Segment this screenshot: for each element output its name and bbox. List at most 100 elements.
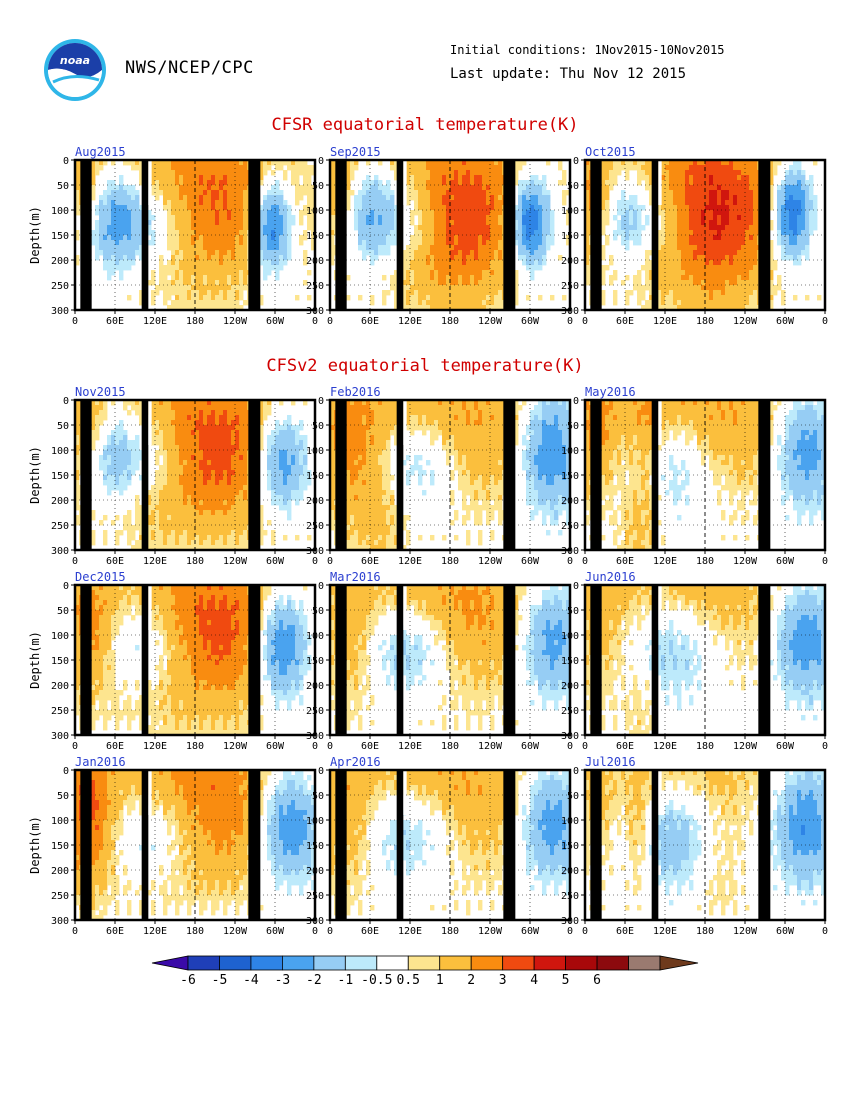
heatmap-cell [693, 215, 698, 221]
heatmap-cell [442, 165, 447, 171]
heatmap-cell [410, 170, 415, 176]
heatmap-cell [135, 250, 140, 256]
heatmap-cell [103, 200, 108, 206]
heatmap-cell [601, 270, 606, 276]
heatmap-cell [410, 275, 415, 281]
heatmap-cell [123, 200, 128, 206]
heatmap-cell [737, 300, 742, 306]
heatmap-cell [741, 235, 746, 241]
heatmap-cell [223, 220, 228, 226]
heatmap-cell [741, 295, 746, 301]
heatmap-cell [805, 210, 810, 216]
heatmap-cell [673, 260, 678, 266]
cfsv2-section-title: CFSv2 equatorial temperature(K) [266, 356, 584, 376]
heatmap-cell [430, 180, 435, 186]
heatmap-cell [155, 525, 160, 531]
heatmap-cell [227, 540, 232, 546]
heatmap-cell [267, 245, 272, 251]
heatmap-cell [442, 200, 447, 206]
heatmap-cell [183, 460, 188, 466]
heatmap-cell [239, 405, 244, 411]
heatmap-cell [171, 305, 176, 311]
heatmap-cell [426, 265, 431, 271]
heatmap-cell [239, 420, 244, 426]
heatmap-cell [211, 475, 216, 481]
heatmap-cell [422, 225, 427, 231]
heatmap-cell [139, 160, 144, 166]
heatmap-cell [558, 255, 563, 261]
heatmap-cell [530, 275, 535, 281]
heatmap-cell [171, 505, 176, 511]
heatmap-cell [494, 270, 499, 276]
heatmap-cell [159, 275, 164, 281]
heatmap-cell [374, 190, 379, 196]
heatmap-cell [191, 160, 196, 166]
heatmap-cell [223, 495, 228, 501]
heatmap-cell [494, 265, 499, 271]
heatmap-cell [705, 165, 710, 171]
heatmap-cell [223, 520, 228, 526]
heatmap-cell [195, 215, 200, 221]
heatmap-cell [446, 275, 451, 281]
heatmap-cell [358, 220, 363, 226]
heatmap-cell [474, 275, 479, 281]
heatmap-cell [482, 275, 487, 281]
heatmap-cell [518, 255, 523, 261]
heatmap-cell [805, 195, 810, 201]
heatmap-cell [729, 200, 734, 206]
heatmap-cell [107, 230, 112, 236]
heatmap-cell [474, 205, 479, 211]
heatmap-cell [199, 165, 204, 171]
heatmap-cell [661, 270, 666, 276]
heatmap-cell [119, 455, 124, 461]
heatmap-cell [422, 240, 427, 246]
heatmap-cell [203, 190, 208, 196]
heatmap-cell [243, 190, 248, 196]
heatmap-cell [717, 210, 722, 216]
heatmap-cell [729, 240, 734, 246]
heatmap-cell [151, 270, 156, 276]
heatmap-cell [454, 285, 459, 291]
heatmap-cell [167, 225, 172, 231]
heatmap-cell [103, 230, 108, 236]
heatmap-cell [701, 255, 706, 261]
heatmap-cell [693, 190, 698, 196]
heatmap-cell [681, 305, 686, 311]
heatmap-cell [693, 185, 698, 191]
heatmap-cell [729, 235, 734, 241]
heatmap-cell [239, 485, 244, 491]
heatmap-cell [378, 195, 383, 201]
heatmap-cell [231, 280, 236, 286]
heatmap-cell [749, 195, 754, 201]
heatmap-cell [562, 190, 567, 196]
heatmap-cell [677, 235, 682, 241]
heatmap-cell [191, 265, 196, 271]
heatmap-cell [410, 280, 415, 286]
heatmap-cell [689, 210, 694, 216]
heatmap-cell [227, 450, 232, 456]
heatmap-cell [753, 170, 758, 176]
heatmap-cell [518, 245, 523, 251]
heatmap-cell [183, 225, 188, 231]
heatmap-cell [458, 265, 463, 271]
heatmap-cell [494, 225, 499, 231]
heatmap-cell [287, 215, 292, 221]
heatmap-cell [450, 195, 455, 201]
heatmap-cell [601, 200, 606, 206]
heatmap-cell [434, 250, 439, 256]
heatmap-cell [677, 215, 682, 221]
heatmap-cell [171, 435, 176, 441]
heatmap-cell [271, 210, 276, 216]
heatmap-cell [111, 255, 116, 261]
heatmap-cell [191, 200, 196, 206]
heatmap-cell [442, 205, 447, 211]
heatmap-cell [203, 440, 208, 446]
heatmap-cell [167, 450, 172, 456]
heatmap-cell [263, 160, 268, 166]
heatmap-cell [135, 160, 140, 166]
heatmap-cell [585, 220, 590, 226]
heatmap-cell [386, 200, 391, 206]
heatmap-cell [474, 240, 479, 246]
heatmap-cell [673, 240, 678, 246]
heatmap-cell [534, 265, 539, 271]
